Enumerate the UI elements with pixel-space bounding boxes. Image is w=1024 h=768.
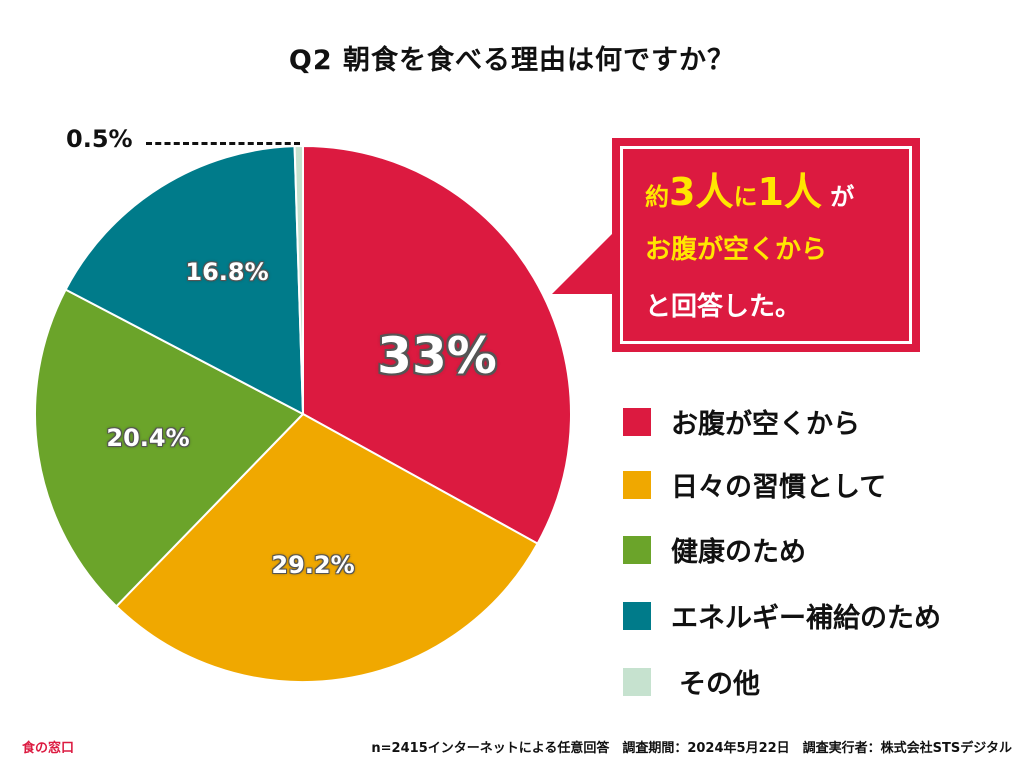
pie-slice-1 [302, 144, 572, 545]
legend-label-2: 日々の習慣として [671, 472, 887, 503]
callout-inner-border: 約3人に1人 が お腹が空くから と回答した。 [620, 146, 912, 344]
callout-line-3: と回答した。 [645, 291, 802, 322]
callout-suffix: が [821, 183, 855, 211]
pie-slice-4 [64, 145, 305, 416]
legend-label-5: その他 [679, 669, 760, 700]
callout-highlight-1: 3人 [669, 170, 734, 214]
legend-label-3: 健康のため [671, 537, 806, 568]
pie-slice-2 [114, 412, 539, 683]
callout-prefix: 約 [645, 183, 669, 211]
legend-label-1: お腹が空くから [671, 409, 860, 440]
callout-highlight-2: 1人 [757, 170, 822, 214]
legend-item-4: エネルギー補給のため [623, 596, 941, 635]
pie-value-label-2: 29.2% [271, 551, 355, 579]
legend-swatch-5 [623, 667, 651, 696]
other-slice-label: 0.5% [66, 125, 133, 153]
callout-line-1: 約3人に1人 が [645, 169, 909, 217]
survey-note: n=2415インターネットによる任意回答 調査期間：2024年5月22日 調査実… [371, 741, 1012, 756]
legend-label-4: エネルギー補給のため [671, 603, 941, 634]
legend-item-1: お腹が空くから [623, 402, 860, 441]
pie-slice-5 [293, 144, 304, 415]
pie-value-label-4: 16.8% [185, 258, 269, 286]
legend-item-2: 日々の習慣として [623, 465, 886, 504]
brand-name: 食の窓口 [22, 741, 75, 756]
legend-swatch-1 [623, 407, 651, 436]
legend-item-5: その他 [623, 662, 760, 701]
callout-line-2: お腹が空くから [645, 234, 828, 265]
pie-value-label-3: 20.4% [106, 424, 190, 452]
legend-swatch-3 [623, 535, 651, 564]
pie-value-label-1: 33% [377, 327, 497, 385]
chart-title: Q2 朝食を食べる理由は何ですか？ [288, 45, 736, 76]
callout-box: 約3人に1人 が お腹が空くから と回答した。 [612, 138, 920, 352]
other-slice-leader-line [146, 142, 300, 145]
legend-item-3: 健康のため [623, 530, 806, 569]
callout-pointer [552, 232, 614, 294]
callout-middle: に [733, 183, 758, 211]
legend-swatch-4 [623, 601, 651, 630]
pie-slice-3 [34, 288, 305, 608]
legend-swatch-2 [623, 470, 651, 499]
